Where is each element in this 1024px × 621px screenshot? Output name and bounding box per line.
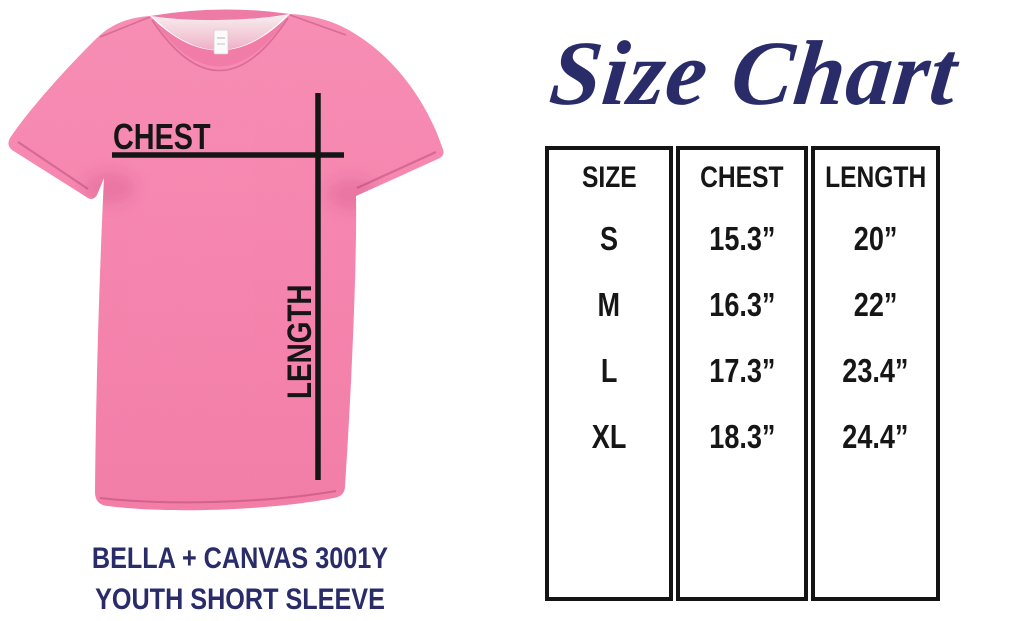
product-caption: BELLA + CANVAS 3001Y YOUTH SHORT SLEEVE (28, 538, 452, 620)
column-header-chest-label: CHEST (700, 161, 784, 194)
column-header-length-label: LENGTH (824, 161, 927, 194)
table-cell-length-m: 22” (853, 286, 898, 323)
length-label: LENGTH (280, 284, 318, 399)
table-cell-length-xl: 24.4” (842, 418, 909, 455)
collar-back-band (150, 9, 290, 21)
heather-texture (8, 14, 444, 511)
table-cell-chest-s: 15.3” (708, 220, 776, 257)
tshirt-diagram: CHEST LENGTH (0, 0, 470, 530)
neck-tag (213, 29, 229, 55)
column-header-length: LENGTH (815, 150, 936, 206)
page-title: Size Chart (545, 22, 963, 124)
collar-front-band (150, 14, 290, 67)
product-name-line2: YOUTH SHORT SLEEVE (95, 583, 385, 616)
table-cell-length-s: 20” (853, 220, 898, 257)
table-cell-length-l: 23.4” (842, 352, 909, 389)
column-header-chest: CHEST (680, 150, 804, 206)
column-header-size: SIZE (549, 150, 669, 206)
table-cell-chest-l: 17.3” (708, 352, 776, 389)
tshirt-graphic: CHEST LENGTH (8, 9, 444, 511)
product-name-line1: BELLA + CANVAS 3001Y (91, 542, 389, 575)
table-cell-chest-m: 16.3” (708, 286, 776, 323)
table-cell-size-s: S (599, 220, 619, 257)
table-cell-size-xl: XL (591, 418, 627, 455)
size-table-column-size: SIZE S M L XL (545, 146, 673, 601)
size-table-column-chest: CHEST 15.3” 16.3” 17.3” 18.3” (676, 146, 808, 601)
size-table-column-length: LENGTH 20” 22” 23.4” 24.4” (811, 146, 940, 601)
chest-label: CHEST (113, 116, 211, 157)
column-header-size-label: SIZE (581, 161, 637, 194)
table-cell-size-l: L (600, 352, 618, 389)
table-cell-chest-xl: 18.3” (708, 418, 776, 455)
table-cell-size-m: M (597, 286, 621, 323)
